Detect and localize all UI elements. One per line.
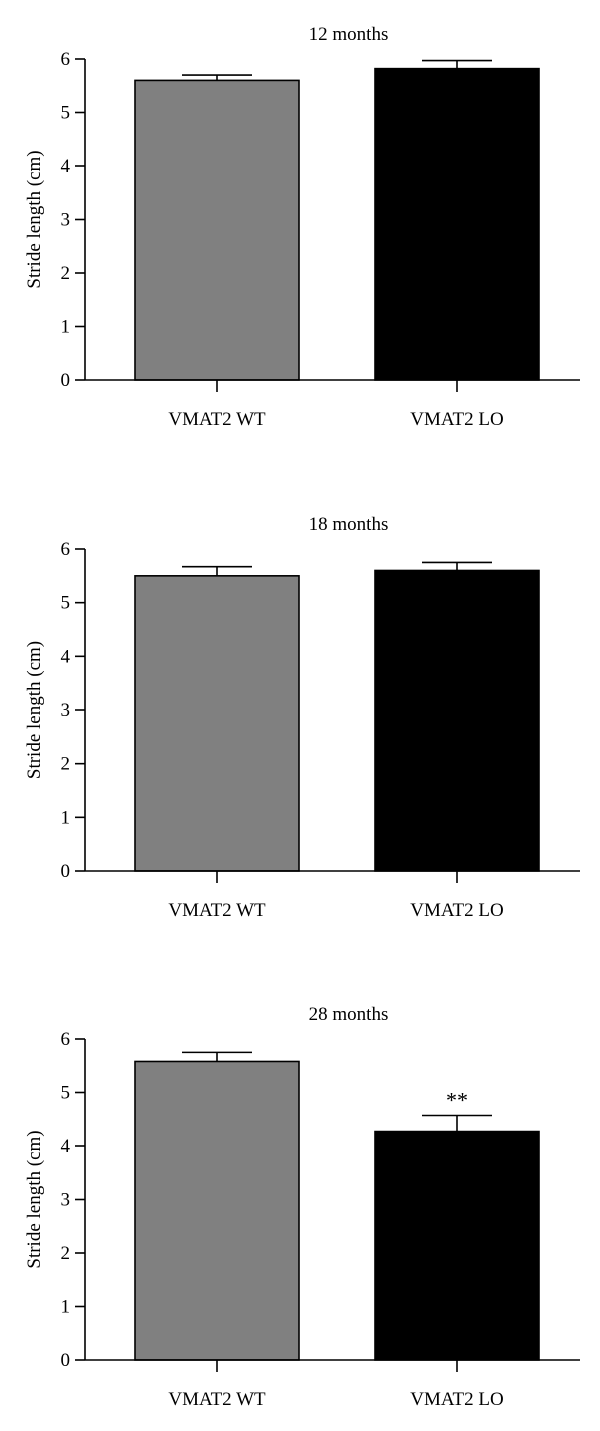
- bar-wt: [134, 575, 300, 872]
- y-tick-label: 0: [61, 1350, 71, 1371]
- chart-title: 18 months: [309, 514, 389, 535]
- y-tick-label: 3: [61, 700, 71, 721]
- y-tick-label: 1: [61, 1297, 71, 1318]
- x-tick-label: VMAT2 WT: [168, 409, 266, 430]
- y-tick-label: 0: [61, 861, 71, 882]
- bar-lo: [374, 67, 540, 381]
- x-tick-label: VMAT2 LO: [410, 409, 503, 430]
- y-axis-label: Stride length (cm): [24, 641, 45, 779]
- y-tick-label: 3: [61, 1190, 71, 1211]
- y-tick-label: 6: [61, 49, 71, 70]
- y-tick-label: 5: [61, 103, 71, 124]
- y-tick-label: 6: [61, 539, 71, 560]
- x-tick-label: VMAT2 LO: [410, 900, 503, 921]
- y-tick-label: 5: [61, 593, 71, 614]
- y-tick-label: 2: [61, 263, 71, 284]
- significance-annotation: **: [446, 1088, 468, 1113]
- bar-wt: [134, 1060, 300, 1361]
- y-tick-label: 3: [61, 210, 71, 231]
- bar-lo: [374, 569, 540, 872]
- x-tick-label: VMAT2 LO: [410, 1389, 503, 1410]
- chart-title: 28 months: [309, 1004, 389, 1025]
- y-axis-label: Stride length (cm): [24, 1130, 45, 1268]
- y-tick-label: 2: [61, 754, 71, 775]
- y-tick-label: 6: [61, 1029, 71, 1050]
- y-tick-label: 5: [61, 1083, 71, 1104]
- y-tick-label: 4: [61, 646, 71, 667]
- x-tick-label: VMAT2 WT: [168, 1389, 266, 1410]
- chart-panel-3: 28 months Stride length (cm) VMAT2 WT ** VMA…: [24, 1004, 580, 1410]
- y-tick-label: 2: [61, 1243, 71, 1264]
- y-tick-label: 4: [61, 156, 71, 177]
- chart-title: 12 months: [309, 24, 389, 45]
- bar-wt: [134, 79, 300, 381]
- chart-panel-2: 18 months Stride length (cm) VMAT2 WT VMAT2…: [24, 514, 580, 921]
- y-tick-label: 1: [61, 807, 71, 828]
- y-tick-label: 0: [61, 370, 71, 391]
- chart-panel-1: 12 months Stride length (cm) VMAT2 WT VMAT2…: [24, 24, 580, 430]
- y-tick-label: 1: [61, 317, 71, 338]
- x-tick-label: VMAT2 WT: [168, 900, 266, 921]
- y-axis-label: Stride length (cm): [24, 150, 45, 288]
- bar-lo: [374, 1130, 540, 1361]
- y-tick-label: 4: [61, 1136, 71, 1157]
